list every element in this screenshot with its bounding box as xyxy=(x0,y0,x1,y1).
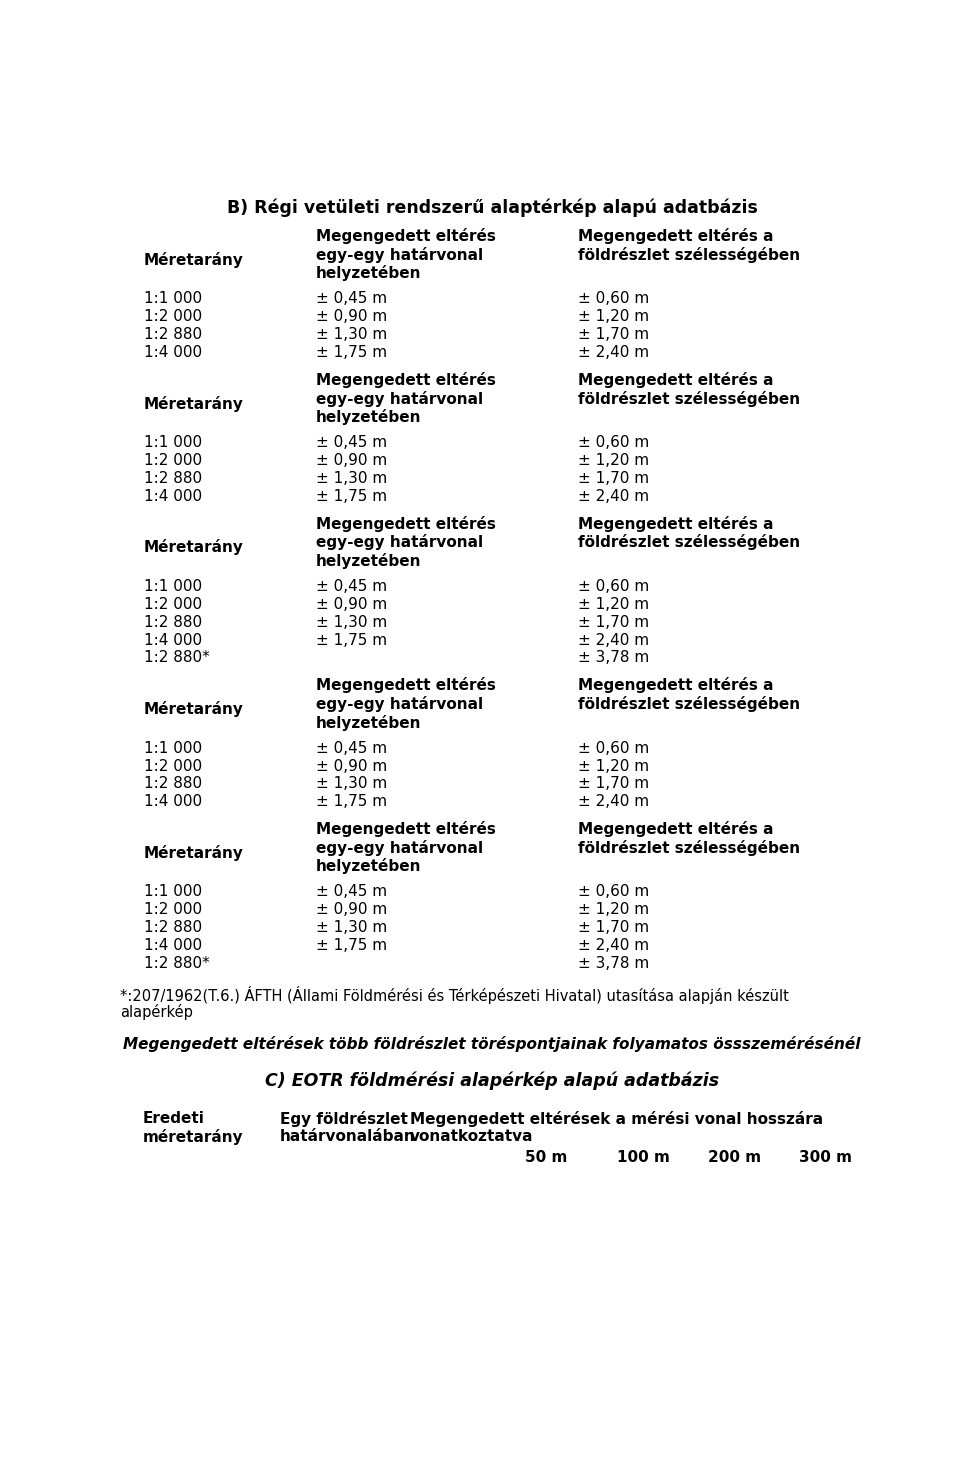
Text: méretarány: méretarány xyxy=(142,1129,243,1145)
Text: Megengedett eltérés
egy-egy határvonal
helyzetében: Megengedett eltérés egy-egy határvonal h… xyxy=(316,371,495,426)
Text: Megengedett eltérések a mérési vonal hosszára: Megengedett eltérések a mérési vonal hos… xyxy=(410,1111,824,1127)
Text: ± 0,45 m: ± 0,45 m xyxy=(316,435,387,451)
Text: ± 1,70 m: ± 1,70 m xyxy=(578,777,649,791)
Text: Megengedett eltérés
egy-egy határvonal
helyzetében: Megengedett eltérés egy-egy határvonal h… xyxy=(316,515,495,570)
Text: 1:4 000: 1:4 000 xyxy=(144,489,202,504)
Text: 1:4 000: 1:4 000 xyxy=(144,938,202,953)
Text: ± 0,90 m: ± 0,90 m xyxy=(316,903,387,918)
Text: ± 1,20 m: ± 1,20 m xyxy=(578,903,649,918)
Text: ± 1,30 m: ± 1,30 m xyxy=(316,615,387,630)
Text: Megengedett eltérés a
földrészlet szélességében: Megengedett eltérés a földrészlet széles… xyxy=(578,515,800,550)
Text: Megengedett eltérések több földrészlet töréspontjainak folyamatos össszeméréséné: Megengedett eltérések több földrészlet t… xyxy=(123,1036,861,1053)
Text: ± 1,70 m: ± 1,70 m xyxy=(578,920,649,935)
Text: ± 1,20 m: ± 1,20 m xyxy=(578,454,649,468)
Text: ± 1,75 m: ± 1,75 m xyxy=(316,794,387,809)
Text: ± 2,40 m: ± 2,40 m xyxy=(578,345,649,360)
Text: 1:2 880: 1:2 880 xyxy=(144,327,202,342)
Text: ± 1,20 m: ± 1,20 m xyxy=(578,597,649,612)
Text: 1:2 880*: 1:2 880* xyxy=(144,956,209,970)
Text: alapérkép: alapérkép xyxy=(120,1004,193,1020)
Text: Méretarány: Méretarány xyxy=(144,252,244,267)
Text: ± 2,40 m: ± 2,40 m xyxy=(578,938,649,953)
Text: ± 1,75 m: ± 1,75 m xyxy=(316,633,387,647)
Text: Megengedett eltérés
egy-egy határvonal
helyzetében: Megengedett eltérés egy-egy határvonal h… xyxy=(316,228,495,282)
Text: ± 0,90 m: ± 0,90 m xyxy=(316,597,387,612)
Text: ± 2,40 m: ± 2,40 m xyxy=(578,633,649,647)
Text: 1:1 000: 1:1 000 xyxy=(144,884,202,900)
Text: ± 1,30 m: ± 1,30 m xyxy=(316,471,387,486)
Text: ± 1,70 m: ± 1,70 m xyxy=(578,327,649,342)
Text: ± 1,20 m: ± 1,20 m xyxy=(578,759,649,774)
Text: vonatkoztatva: vonatkoztatva xyxy=(410,1129,534,1144)
Text: ± 0,90 m: ± 0,90 m xyxy=(316,454,387,468)
Text: határvonalában: határvonalában xyxy=(280,1129,416,1144)
Text: *:207/1962(T.6.) ÁFTH (Állami Földmérési és Térképészeti Hivatal) utasítása alap: *:207/1962(T.6.) ÁFTH (Állami Földmérési… xyxy=(120,986,789,1004)
Text: Megengedett eltérés a
földrészlet szélességében: Megengedett eltérés a földrészlet széles… xyxy=(578,371,800,407)
Text: Megengedett eltérés
egy-egy határvonal
helyzetében: Megengedett eltérés egy-egy határvonal h… xyxy=(316,677,495,731)
Text: 1:2 880*: 1:2 880* xyxy=(144,650,209,665)
Text: 1:4 000: 1:4 000 xyxy=(144,794,202,809)
Text: ± 0,60 m: ± 0,60 m xyxy=(578,884,649,900)
Text: ± 3,78 m: ± 3,78 m xyxy=(578,956,649,970)
Text: ± 0,60 m: ± 0,60 m xyxy=(578,741,649,756)
Text: ± 1,30 m: ± 1,30 m xyxy=(316,777,387,791)
Text: 1:2 000: 1:2 000 xyxy=(144,903,202,918)
Text: Méretarány: Méretarány xyxy=(144,702,244,716)
Text: ± 1,70 m: ± 1,70 m xyxy=(578,615,649,630)
Text: 100 m: 100 m xyxy=(617,1151,670,1166)
Text: Egy földrészlet: Egy földrészlet xyxy=(280,1111,408,1127)
Text: 1:2 880: 1:2 880 xyxy=(144,471,202,486)
Text: ± 0,60 m: ± 0,60 m xyxy=(578,435,649,451)
Text: B) Régi vetületi rendszerű alaptérkép alapú adatbázis: B) Régi vetületi rendszerű alaptérkép al… xyxy=(227,198,757,217)
Text: ± 3,78 m: ± 3,78 m xyxy=(578,650,649,665)
Text: 1:1 000: 1:1 000 xyxy=(144,292,202,307)
Text: ± 0,90 m: ± 0,90 m xyxy=(316,759,387,774)
Text: ± 1,75 m: ± 1,75 m xyxy=(316,938,387,953)
Text: ± 2,40 m: ± 2,40 m xyxy=(578,794,649,809)
Text: ± 0,45 m: ± 0,45 m xyxy=(316,578,387,595)
Text: 1:1 000: 1:1 000 xyxy=(144,578,202,595)
Text: ± 1,75 m: ± 1,75 m xyxy=(316,489,387,504)
Text: Megengedett eltérés a
földrészlet szélességében: Megengedett eltérés a földrészlet széles… xyxy=(578,821,800,856)
Text: ± 1,30 m: ± 1,30 m xyxy=(316,327,387,342)
Text: 1:2 000: 1:2 000 xyxy=(144,310,202,324)
Text: ± 1,75 m: ± 1,75 m xyxy=(316,345,387,360)
Text: ± 1,70 m: ± 1,70 m xyxy=(578,471,649,486)
Text: ± 0,60 m: ± 0,60 m xyxy=(578,578,649,595)
Text: 1:1 000: 1:1 000 xyxy=(144,435,202,451)
Text: 1:2 880: 1:2 880 xyxy=(144,615,202,630)
Text: 1:2 000: 1:2 000 xyxy=(144,597,202,612)
Text: ± 0,45 m: ± 0,45 m xyxy=(316,741,387,756)
Text: Méretarány: Méretarány xyxy=(144,844,244,860)
Text: Megengedett eltérés a
földrészlet szélességében: Megengedett eltérés a földrészlet széles… xyxy=(578,228,800,263)
Text: 1:4 000: 1:4 000 xyxy=(144,345,202,360)
Text: ± 0,90 m: ± 0,90 m xyxy=(316,310,387,324)
Text: ± 1,30 m: ± 1,30 m xyxy=(316,920,387,935)
Text: Megengedett eltérés a
földrészlet szélességében: Megengedett eltérés a földrészlet széles… xyxy=(578,677,800,712)
Text: Megengedett eltérés
egy-egy határvonal
helyzetében: Megengedett eltérés egy-egy határvonal h… xyxy=(316,821,495,875)
Text: ± 1,20 m: ± 1,20 m xyxy=(578,310,649,324)
Text: Méretarány: Méretarány xyxy=(144,395,244,411)
Text: ± 0,45 m: ± 0,45 m xyxy=(316,884,387,900)
Text: ± 0,60 m: ± 0,60 m xyxy=(578,292,649,307)
Text: 1:4 000: 1:4 000 xyxy=(144,633,202,647)
Text: 1:2 000: 1:2 000 xyxy=(144,454,202,468)
Text: 1:1 000: 1:1 000 xyxy=(144,741,202,756)
Text: 1:2 000: 1:2 000 xyxy=(144,759,202,774)
Text: Méretarány: Méretarány xyxy=(144,539,244,555)
Text: 1:2 880: 1:2 880 xyxy=(144,777,202,791)
Text: ± 2,40 m: ± 2,40 m xyxy=(578,489,649,504)
Text: 300 m: 300 m xyxy=(799,1151,852,1166)
Text: ± 0,45 m: ± 0,45 m xyxy=(316,292,387,307)
Text: 50 m: 50 m xyxy=(525,1151,568,1166)
Text: 1:2 880: 1:2 880 xyxy=(144,920,202,935)
Text: C) EOTR földmérési alapérkép alapú adatbázis: C) EOTR földmérési alapérkép alapú adatb… xyxy=(265,1072,719,1091)
Text: 200 m: 200 m xyxy=(708,1151,761,1166)
Text: Eredeti: Eredeti xyxy=(142,1111,204,1126)
